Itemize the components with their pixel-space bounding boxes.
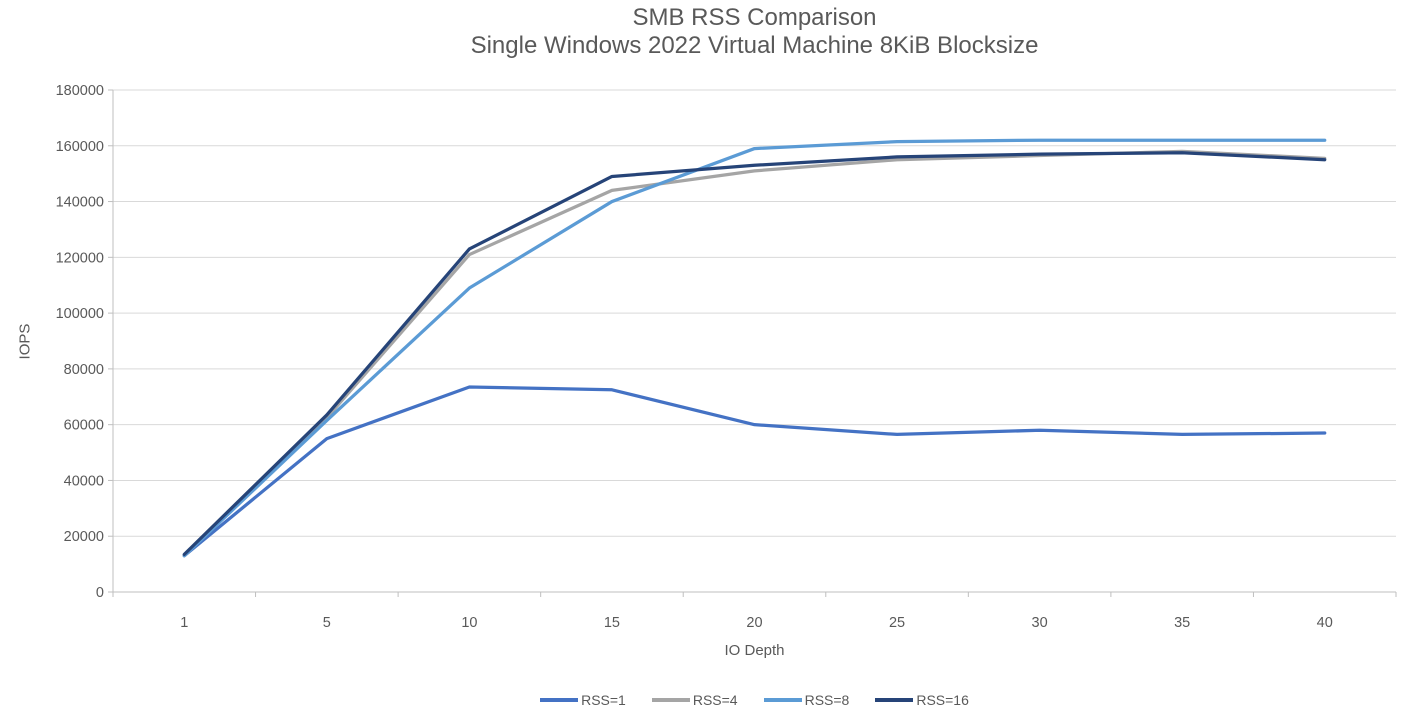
legend-swatch-rss1 xyxy=(540,698,579,702)
y-tick-label: 160000 xyxy=(56,139,104,155)
x-tick-label: 40 xyxy=(1317,615,1333,631)
legend-label-rss8: RSS=8 xyxy=(804,692,850,708)
series-line-rss1 xyxy=(182,385,1327,558)
x-tick-label: 20 xyxy=(746,615,762,631)
plot-area: 0 20000 40000 60000 80000 100000 120000 140000 1… xyxy=(56,83,1397,631)
series-line-rss8 xyxy=(182,138,1327,558)
y-tick-label: 100000 xyxy=(56,306,104,322)
legend-item-rss1: RSS=1 xyxy=(540,692,626,708)
series-line-rss16 xyxy=(182,151,1327,556)
y-tick-label: 180000 xyxy=(56,83,104,99)
y-axis-title: IOPS xyxy=(16,323,34,360)
y-tick-label: 120000 xyxy=(56,250,104,266)
y-tick-label: 80000 xyxy=(64,362,104,378)
legend-swatch-rss4 xyxy=(651,698,690,702)
series-line-rss4 xyxy=(182,149,1327,558)
y-tick-label: 40000 xyxy=(64,473,104,489)
y-tick-label: 140000 xyxy=(56,195,104,211)
x-tick-label: 1 xyxy=(180,615,188,631)
x-tick-label: 25 xyxy=(889,615,905,631)
x-tick-label: 30 xyxy=(1032,615,1048,631)
legend-swatch-rss8 xyxy=(763,698,802,702)
legend: RSS=1 RSS=4 RSS=8 RSS=16 xyxy=(113,692,1396,708)
y-tick-label: 0 xyxy=(96,585,104,601)
x-tick-label: 5 xyxy=(323,615,331,631)
legend-item-rss16: RSS=16 xyxy=(875,692,969,708)
chart-title: SMB RSS Comparison xyxy=(632,4,877,31)
x-tick-label: 10 xyxy=(461,615,477,631)
legend-item-rss4: RSS=4 xyxy=(651,692,738,708)
x-tick-label: 35 xyxy=(1174,615,1190,631)
legend-label-rss4: RSS=4 xyxy=(692,692,738,708)
x-axis-title: IO Depth xyxy=(724,642,785,659)
x-tick-label: 15 xyxy=(604,615,620,631)
legend-label-rss1: RSS=1 xyxy=(581,692,626,708)
chart-subtitle: Single Windows 2022 Virtual Machine 8KiB… xyxy=(470,32,1039,59)
legend-item-rss8: RSS=8 xyxy=(763,692,850,708)
y-tick-label: 20000 xyxy=(64,529,104,545)
y-tick-label: 60000 xyxy=(64,418,104,434)
legend-label-rss16: RSS=16 xyxy=(916,692,969,708)
legend-swatch-rss16 xyxy=(875,698,914,702)
